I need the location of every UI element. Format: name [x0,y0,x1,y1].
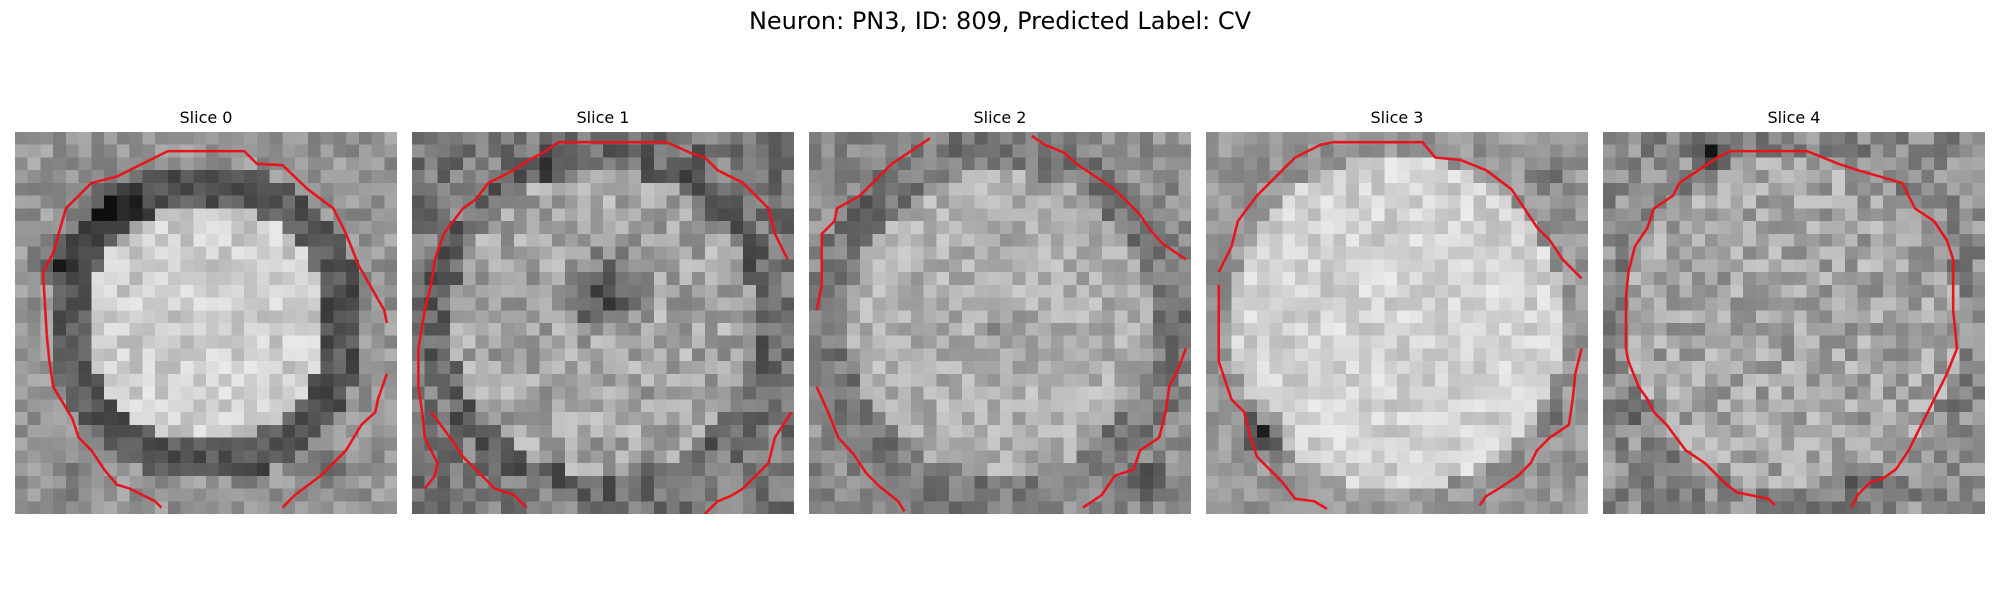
slice-image-3 [1206,132,1588,514]
slice-pixels [809,132,1191,514]
cell-contour-line [1217,140,1583,280]
cell-contour-line [41,149,389,336]
cell-contour-line [1624,348,1776,506]
cell-contour-line [417,140,789,490]
cell-contour-line [1478,348,1583,506]
slice-image-4 [1603,132,1985,514]
figure-title: Neuron: PN3, ID: 809, Predicted Label: C… [748,7,1252,35]
slice-title-1: Slice 1 [576,108,630,127]
cell-contour-line [703,411,793,514]
cell-contour-line [1031,134,1187,261]
slice-panel-2: Slice 2 [809,108,1191,514]
slice-panel-0: Slice 0 [15,108,397,514]
slice-pixels [1603,132,1985,514]
slice-title-4: Slice 4 [1767,108,1821,127]
slice-title-3: Slice 3 [1370,108,1424,127]
cell-contour-line [430,411,528,509]
slice-panel-4: Slice 4 [1603,108,1985,514]
slice-image-0 [15,132,397,514]
slice-pixels [15,132,397,514]
cell-contour-line [1082,348,1188,509]
cell-contour-line [1217,284,1328,510]
slice-panel-1: Slice 1 [412,108,794,514]
cell-contour-line [45,335,163,509]
slice-title-2: Slice 2 [973,108,1027,127]
cell-contour-line [815,137,931,311]
slice-title-0: Slice 0 [179,108,233,127]
cell-contour-line [281,373,389,509]
slice-image-2 [809,132,1191,514]
cell-contour-line [815,386,906,513]
slice-panel-3: Slice 3 [1206,108,1588,514]
slice-image-1 [412,132,794,514]
slice-pixels [412,132,794,514]
slice-pixels [1206,132,1588,514]
cell-contour-line [1624,149,1959,509]
